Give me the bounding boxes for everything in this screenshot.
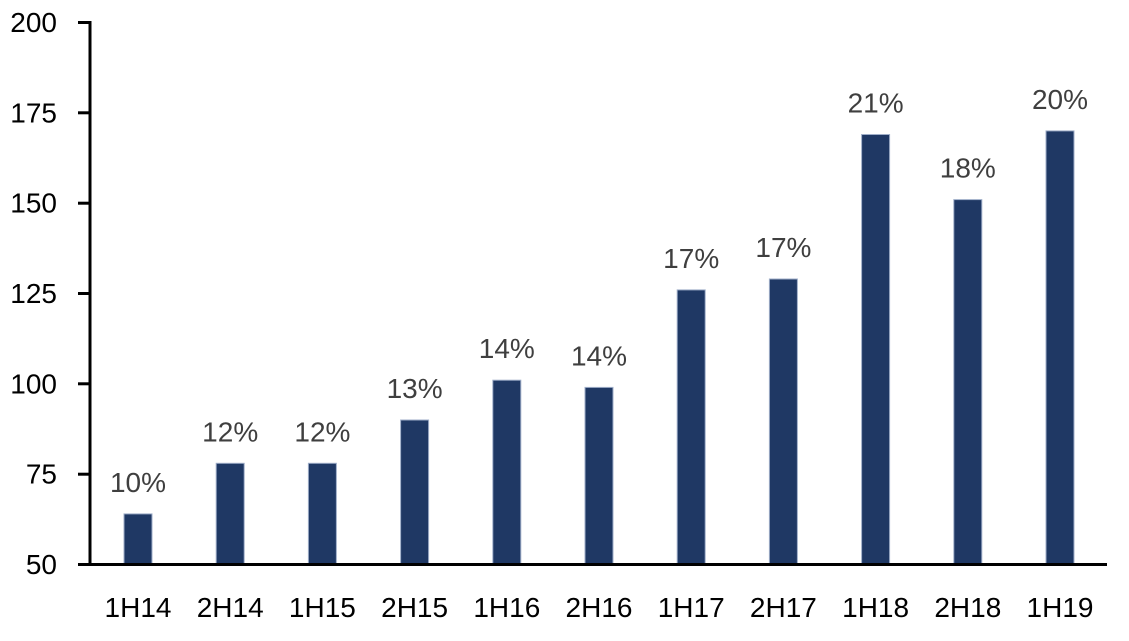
bar-value-label-1H17: 17% <box>663 243 719 274</box>
bar-1H14 <box>123 513 153 566</box>
x-tick-label-1H17: 1H17 <box>658 592 725 623</box>
bar-1H18 <box>861 134 891 565</box>
x-tick-label-2H14: 2H14 <box>197 592 264 623</box>
y-tick-label-125: 125 <box>10 278 57 309</box>
x-tick-label-2H16: 2H16 <box>566 592 633 623</box>
x-tick-label-1H16: 1H16 <box>473 592 540 623</box>
bar-2H14 <box>215 462 245 565</box>
bar-2H16 <box>584 386 614 565</box>
bar-1H19 <box>1045 130 1075 565</box>
y-tick-label-50: 50 <box>26 549 57 580</box>
x-tick-label-2H15: 2H15 <box>381 592 448 623</box>
x-tick-label-1H15: 1H15 <box>289 592 356 623</box>
bar-value-label-2H18: 18% <box>940 153 996 184</box>
bar-2H17 <box>768 278 798 565</box>
bar-1H15 <box>307 462 337 565</box>
bar-2H15 <box>400 419 430 565</box>
x-tick-label-2H17: 2H17 <box>750 592 817 623</box>
bar-value-label-1H19: 20% <box>1032 84 1088 115</box>
bar-value-label-2H14: 12% <box>202 416 258 447</box>
bar-value-label-1H18: 21% <box>848 88 904 119</box>
bar-value-label-1H16: 14% <box>479 333 535 364</box>
y-tick-label-175: 175 <box>10 97 57 128</box>
y-tick-label-200: 200 <box>10 7 57 38</box>
bar-value-label-2H15: 13% <box>387 373 443 404</box>
bar-1H17 <box>676 289 706 565</box>
y-tick-label-100: 100 <box>10 368 57 399</box>
y-tick-label-75: 75 <box>26 459 57 490</box>
bar-1H16 <box>492 379 522 566</box>
bar-value-label-1H14: 10% <box>110 467 166 498</box>
bar-value-label-2H17: 17% <box>755 232 811 263</box>
x-tick-label-2H18: 2H18 <box>934 592 1001 623</box>
x-tick-label-1H19: 1H19 <box>1027 592 1094 623</box>
bar-value-label-1H15: 12% <box>294 416 350 447</box>
bar-value-label-2H16: 14% <box>571 340 627 371</box>
bar-2H18 <box>953 199 983 565</box>
y-tick-label-150: 150 <box>10 188 57 219</box>
x-tick-label-1H18: 1H18 <box>842 592 909 623</box>
x-tick-label-1H14: 1H14 <box>105 592 172 623</box>
